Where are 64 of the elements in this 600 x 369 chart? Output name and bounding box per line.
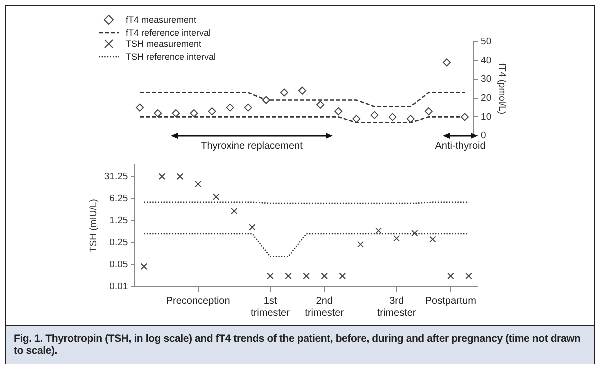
x-tick-label: Preconception xyxy=(166,296,230,307)
point xyxy=(231,208,238,215)
y-tick-label: 0.05 xyxy=(110,260,128,271)
point xyxy=(334,108,343,116)
point xyxy=(208,108,216,116)
point xyxy=(370,111,379,120)
point xyxy=(461,113,470,122)
x-tick-label: 3rd trimester xyxy=(377,296,417,319)
y-tick-label: 1.25 xyxy=(110,215,128,226)
point xyxy=(267,272,274,280)
point xyxy=(430,236,436,243)
point xyxy=(140,263,148,270)
point xyxy=(213,194,220,200)
point xyxy=(244,104,252,112)
point xyxy=(352,115,361,124)
y2-tick-label: 30 xyxy=(481,74,492,86)
y-axis-title: TSH (mIU/L) xyxy=(88,199,100,253)
point xyxy=(303,272,310,280)
x-tick-label: Postpartum xyxy=(425,296,477,307)
point xyxy=(442,58,451,67)
legend-label: fT4 measurement xyxy=(126,15,197,25)
point xyxy=(249,224,256,231)
point xyxy=(406,115,415,124)
point xyxy=(158,173,166,180)
y2-tick-label: 10 xyxy=(481,112,492,123)
point xyxy=(339,272,346,280)
point xyxy=(262,96,270,104)
y-tick-label: 31.25 xyxy=(104,171,128,182)
point xyxy=(357,241,364,248)
text: Thyroxine replacement xyxy=(201,141,303,152)
point xyxy=(226,104,234,112)
x-tick-label: 2nd trimester xyxy=(305,296,345,319)
x-tick-label: 1st trimester xyxy=(251,296,291,319)
point xyxy=(321,272,328,280)
point xyxy=(412,230,418,237)
y-tick-label: 0.25 xyxy=(110,238,128,249)
y-tick-label: 0.01 xyxy=(110,282,128,293)
y2-tick-label: 40 xyxy=(481,55,492,66)
point xyxy=(466,272,472,280)
point xyxy=(448,272,454,280)
point xyxy=(316,100,325,109)
legend-label: TSH measurement xyxy=(126,39,202,49)
point xyxy=(393,235,400,242)
caption: Fig. 1. Thyrotropin (TSH, in log scale) and fT4 trends of the patient, before, during and after pregnancy (time not drawn to scale). xyxy=(6,325,594,364)
y2-tick-label: 50 xyxy=(481,36,492,48)
point xyxy=(280,88,288,97)
point xyxy=(298,86,307,95)
y2-tick-label: 0 xyxy=(481,130,486,142)
point xyxy=(285,272,292,280)
point xyxy=(424,108,433,116)
y-tick-label: 6.25 xyxy=(110,193,128,204)
legend-label: TSH reference interval xyxy=(126,52,216,62)
point xyxy=(375,228,382,234)
point xyxy=(194,180,202,188)
point xyxy=(154,109,162,118)
y2-axis-title: fT4 (pmol/L) xyxy=(496,63,508,115)
point xyxy=(190,109,198,118)
point xyxy=(176,173,184,180)
y2-tick-label: 20 xyxy=(481,93,492,104)
text: Anti-thyroid xyxy=(435,141,486,152)
point xyxy=(388,113,397,122)
point xyxy=(136,104,144,112)
point xyxy=(172,109,180,118)
legend-label: fT4 reference interval xyxy=(126,28,212,38)
